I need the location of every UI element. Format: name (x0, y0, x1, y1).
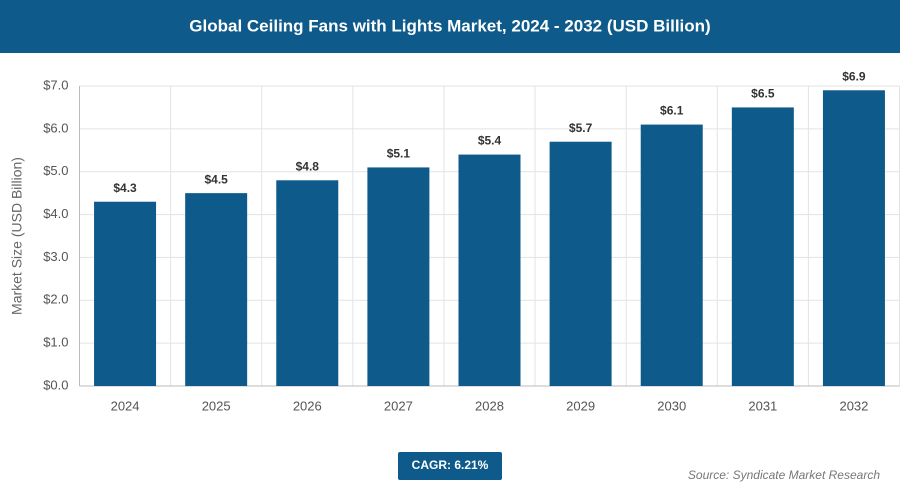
cagr-box (398, 452, 502, 480)
bar (94, 201, 157, 386)
value-label: $5.7 (569, 121, 593, 135)
x-tick-label: 2029 (566, 398, 595, 413)
value-label: $4.3 (113, 181, 137, 195)
y-tick-label: $7.0 (43, 77, 68, 92)
y-tick-label: $5.0 (43, 163, 68, 178)
y-tick-label: $6.0 (43, 120, 68, 135)
x-tick-label: 2030 (657, 398, 686, 413)
y-tick-label: $4.0 (43, 206, 68, 221)
value-label: $5.1 (387, 147, 411, 161)
y-axis-label: Market Size (USD Billion) (9, 157, 25, 315)
bar (640, 124, 703, 387)
value-label: $6.9 (842, 69, 866, 83)
value-label: $4.5 (204, 172, 228, 186)
x-tick-label: 2031 (748, 398, 777, 413)
value-label: $6.1 (660, 104, 684, 118)
x-tick-label: 2026 (293, 398, 322, 413)
value-label: $4.8 (296, 159, 320, 173)
source: Source: Syndicate Market Research (688, 468, 880, 482)
bar (822, 90, 885, 387)
y-tick-label: $1.0 (43, 335, 68, 350)
y-tick-label: $3.0 (43, 249, 68, 264)
y-tick-label: $2.0 (43, 292, 68, 307)
bar (549, 141, 612, 386)
x-tick-label: 2027 (384, 398, 413, 413)
bar (731, 107, 794, 386)
x-tick-label: 2032 (839, 398, 868, 413)
value-label: $5.4 (478, 134, 502, 148)
cagr-label: CAGR: 6.21% (412, 458, 489, 472)
x-tick-label: 2024 (111, 398, 140, 413)
x-tick-label: 2025 (202, 398, 231, 413)
bar (458, 154, 521, 386)
value-label: $6.5 (751, 87, 775, 101)
bar (367, 167, 430, 386)
title-banner (0, 0, 900, 53)
x-tick-label: 2028 (475, 398, 504, 413)
y-tick-label: $0.0 (43, 377, 68, 392)
chart-title: Global Ceiling Fans with Lights Market, … (189, 16, 710, 35)
bar (185, 193, 248, 386)
bar (276, 180, 339, 386)
